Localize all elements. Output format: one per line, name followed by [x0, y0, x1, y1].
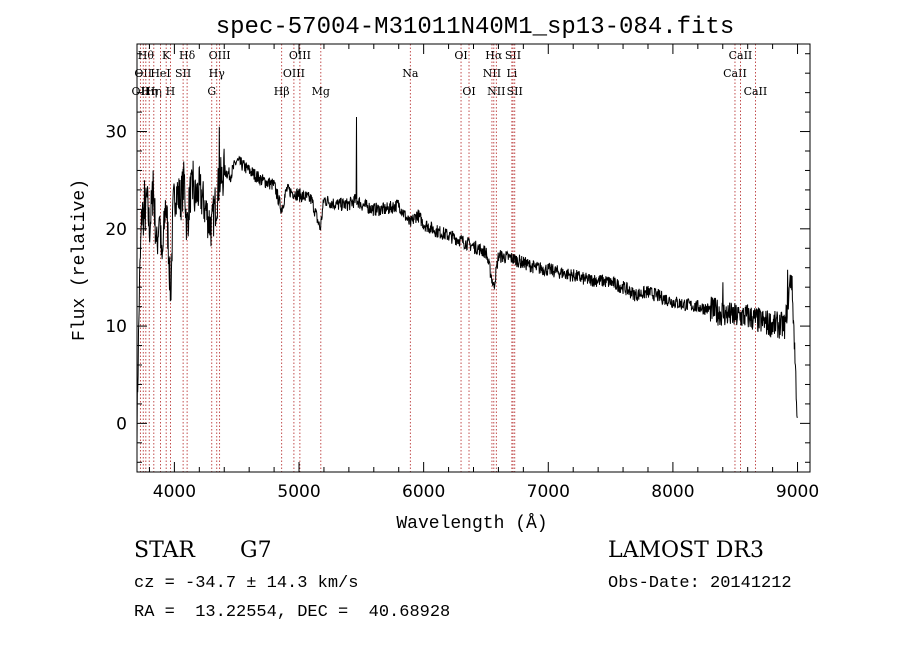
line-marker-label: CaII: [723, 67, 747, 80]
x-axis-label: Wavelength (Å): [396, 513, 547, 534]
line-marker-label: H: [166, 85, 176, 98]
line-marker-label: K: [162, 49, 171, 62]
x-tick-label: 8000: [651, 482, 694, 502]
axes: 4000 5000 6000 7000 8000 9000 0 10 20 30: [105, 44, 819, 502]
line-marker-label: Mg: [312, 85, 330, 98]
x-tick-label: 5000: [277, 482, 320, 502]
line-marker-label: OII: [132, 85, 150, 98]
redshift-text: cz = -34.7 ± 14.3 km/s: [134, 574, 359, 593]
line-marker-label: Na: [402, 67, 419, 80]
line-marker-label: OI: [454, 49, 467, 62]
line-marker-label: Hγ: [209, 67, 226, 80]
y-tick-label: 10: [105, 317, 127, 337]
chart-title: spec-57004-M31011N40M1_sp13-084.fits: [216, 14, 734, 41]
plot-frame: [136, 43, 811, 473]
line-marker-label: NII: [483, 67, 501, 80]
line-marker-label: CaII: [729, 49, 753, 62]
line-marker-label: OIII: [209, 49, 231, 62]
line-marker-label: SII: [507, 85, 523, 98]
spectrum-plot: [136, 116, 798, 447]
line-marker-label: OII: [134, 67, 152, 80]
survey-name: LAMOST DR3: [608, 538, 764, 563]
line-marker-label: Hβ: [274, 85, 290, 98]
line-marker-label: CaII: [744, 85, 768, 98]
object-type: STAR: [134, 538, 195, 563]
line-marker-label: Hθ: [138, 49, 155, 62]
line-marker-label: OIII: [289, 49, 311, 62]
line-marker-label: Li: [506, 67, 517, 80]
obs-date-text: Obs-Date: 20141212: [608, 574, 792, 593]
line-marker-label: OI: [462, 85, 475, 98]
line-marker-label: NII: [487, 85, 505, 98]
line-marker-label: Hα: [485, 49, 503, 62]
x-tick-label: 4000: [153, 482, 196, 502]
spectrum-line: [136, 116, 798, 447]
line-marker-label: OIII: [283, 67, 305, 80]
line-marker-label: SII: [175, 67, 191, 80]
line-marker-label: Hη: [146, 85, 162, 98]
line-marker-label: HeI: [150, 67, 170, 80]
coords-text: RA = 13.22554, DEC = 40.68928: [134, 603, 451, 622]
x-tick-label: 6000: [402, 482, 445, 502]
line-marker-label: Hδ: [179, 49, 196, 62]
line-marker-label: G: [207, 85, 216, 98]
x-tick-label: 9000: [776, 482, 819, 502]
x-tick-label: 7000: [527, 482, 570, 502]
line-marker-label: SII: [505, 49, 521, 62]
object-subclass: G7: [240, 538, 272, 563]
y-tick-label: 20: [105, 220, 127, 240]
line-marker-label: Hη: [141, 85, 157, 98]
y-tick-label: 30: [105, 123, 127, 143]
y-axis-label: Flux (relative): [70, 179, 90, 341]
y-tick-label: 0: [116, 414, 127, 434]
